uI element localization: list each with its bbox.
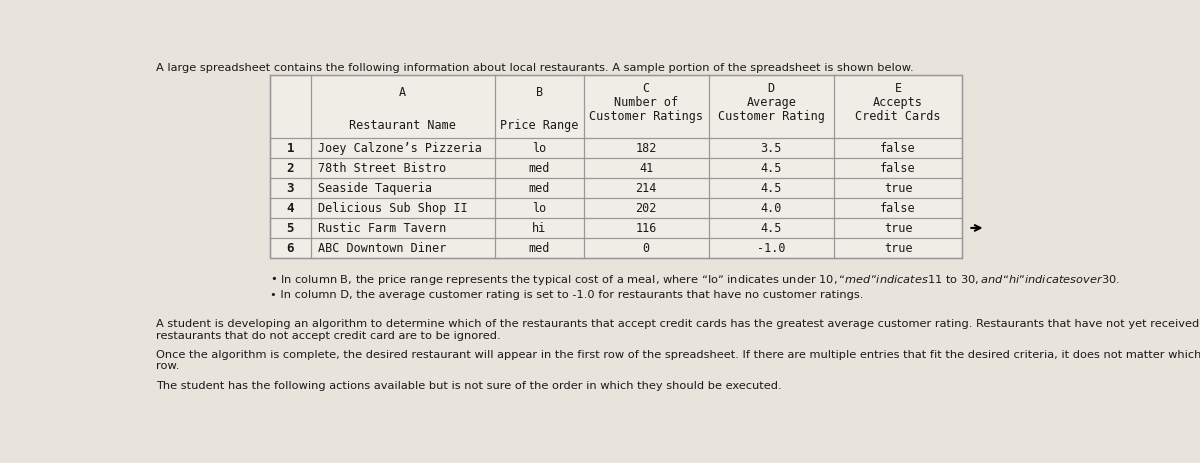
Text: A: A — [400, 86, 407, 99]
Text: Joey Calzone’s Pizzeria: Joey Calzone’s Pizzeria — [318, 142, 482, 155]
Text: 6: 6 — [287, 242, 294, 255]
Text: 3: 3 — [287, 182, 294, 195]
Text: false: false — [880, 162, 916, 175]
Text: • In column D, the average customer rating is set to -1.0 for restaurants that h: • In column D, the average customer rati… — [270, 289, 864, 299]
Text: false: false — [880, 202, 916, 215]
Text: A student is developing an algorithm to determine which of the restaurants that : A student is developing an algorithm to … — [156, 319, 1200, 328]
Text: -1.0: -1.0 — [757, 242, 786, 255]
Text: Delicious Sub Shop II: Delicious Sub Shop II — [318, 202, 468, 215]
Text: 4.0: 4.0 — [761, 202, 782, 215]
Text: 202: 202 — [636, 202, 656, 215]
Text: med: med — [528, 242, 550, 255]
Text: row.: row. — [156, 361, 180, 370]
Text: 5: 5 — [287, 222, 294, 235]
Text: • In column B, the price range represents the typical cost of a meal, where “lo”: • In column B, the price range represent… — [270, 272, 1120, 286]
Text: med: med — [528, 182, 550, 195]
Text: lo: lo — [532, 202, 546, 215]
Text: The student has the following actions available but is not sure of the order in : The student has the following actions av… — [156, 380, 782, 390]
Text: 116: 116 — [636, 222, 656, 235]
Text: Accepts: Accepts — [874, 95, 923, 108]
Text: true: true — [883, 182, 912, 195]
Text: B: B — [535, 86, 542, 99]
Text: restaurants that do not accept credit card are to be ignored.: restaurants that do not accept credit ca… — [156, 330, 500, 340]
Text: 182: 182 — [636, 142, 656, 155]
Text: Once the algorithm is complete, the desired restaurant will appear in the first : Once the algorithm is complete, the desi… — [156, 349, 1200, 359]
Text: Customer Ratings: Customer Ratings — [589, 109, 703, 122]
Text: Rustic Farm Tavern: Rustic Farm Tavern — [318, 222, 446, 235]
Text: hi: hi — [532, 222, 546, 235]
Bar — [270, 75, 962, 258]
Text: Customer Rating: Customer Rating — [718, 109, 824, 122]
Text: 41: 41 — [640, 162, 653, 175]
Text: Price Range: Price Range — [500, 119, 578, 131]
Text: D: D — [768, 81, 775, 94]
Text: C: C — [642, 81, 649, 94]
Text: A large spreadsheet contains the following information about local restaurants. : A large spreadsheet contains the followi… — [156, 63, 914, 73]
Text: Number of: Number of — [614, 95, 678, 108]
Text: 1: 1 — [287, 142, 294, 155]
Text: lo: lo — [532, 142, 546, 155]
Text: 4.5: 4.5 — [761, 162, 782, 175]
Text: ABC Downtown Diner: ABC Downtown Diner — [318, 242, 446, 255]
Text: Credit Cards: Credit Cards — [856, 109, 941, 122]
Text: 3.5: 3.5 — [761, 142, 782, 155]
Text: E: E — [894, 81, 901, 94]
Text: Average: Average — [746, 95, 796, 108]
Text: Restaurant Name: Restaurant Name — [349, 119, 456, 131]
Text: true: true — [883, 222, 912, 235]
Text: med: med — [528, 162, 550, 175]
Text: 2: 2 — [287, 162, 294, 175]
Text: true: true — [883, 242, 912, 255]
Text: 4: 4 — [287, 202, 294, 215]
Text: 4.5: 4.5 — [761, 222, 782, 235]
Text: false: false — [880, 142, 916, 155]
Text: 4.5: 4.5 — [761, 182, 782, 195]
Text: 78th Street Bistro: 78th Street Bistro — [318, 162, 446, 175]
Text: 214: 214 — [636, 182, 656, 195]
Text: 0: 0 — [642, 242, 649, 255]
Text: Seaside Taqueria: Seaside Taqueria — [318, 182, 432, 195]
